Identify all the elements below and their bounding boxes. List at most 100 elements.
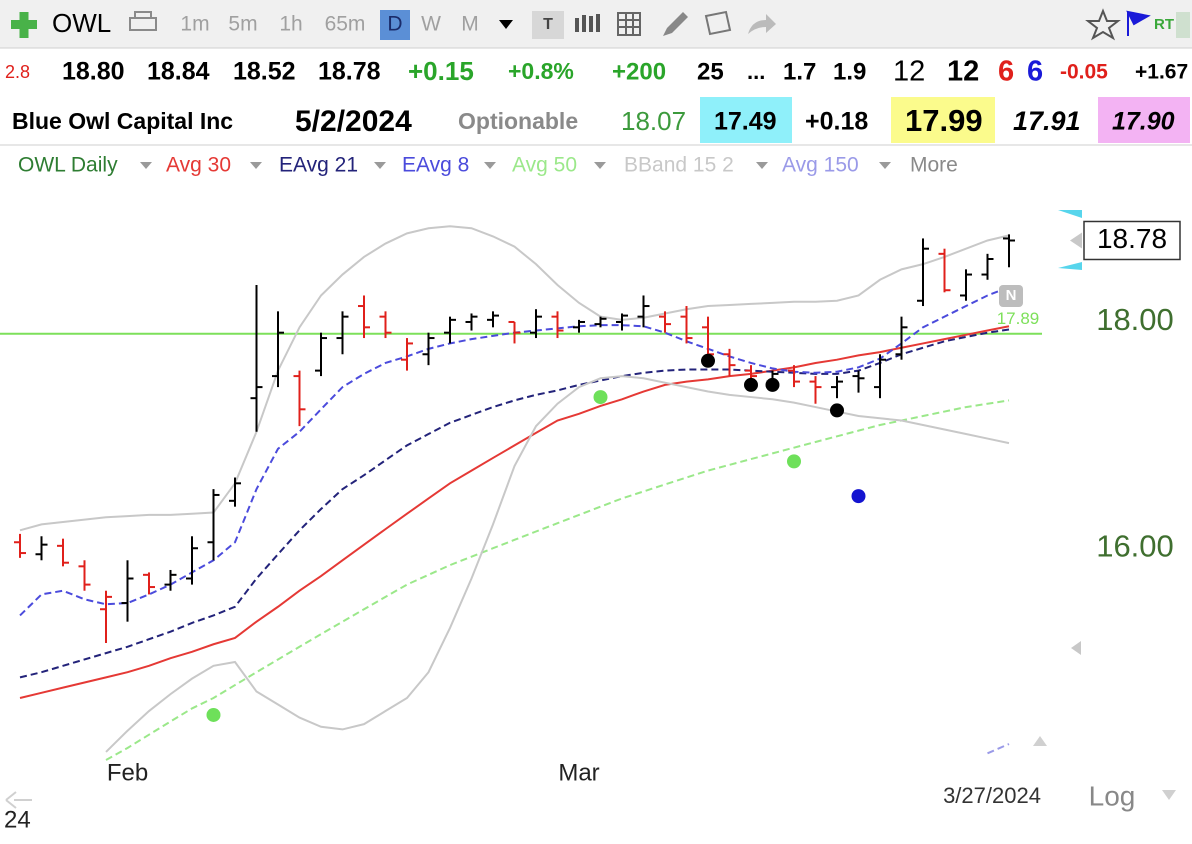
- alert-label: 17.89: [997, 309, 1040, 328]
- text-tool-icon[interactable]: T: [532, 11, 564, 39]
- rt-label[interactable]: RT: [1154, 16, 1174, 33]
- legend-arrow[interactable]: [594, 162, 606, 169]
- quote-value: +0.8%: [508, 58, 574, 84]
- add-icon[interactable]: [11, 12, 37, 38]
- indicator-line: [105, 399, 1010, 761]
- timeframe[interactable]: 1h: [279, 13, 302, 36]
- legend-arrow[interactable]: [250, 162, 262, 169]
- signal-dot: [593, 390, 608, 405]
- timeframe[interactable]: M: [461, 13, 479, 36]
- quote-value: 1.7: [783, 58, 816, 85]
- quote-value: 12: [947, 56, 979, 88]
- rt-badge: [1176, 12, 1190, 38]
- price-axis: 18.00 16.00 18.78: [1070, 220, 1181, 563]
- quote-value: 18.84: [147, 58, 210, 86]
- timeframes: 1m 5m 1h 65m D W M: [180, 10, 479, 40]
- indicator-line: [19, 225, 1010, 532]
- legend-arrow[interactable]: [879, 162, 891, 169]
- dropdown-arrow[interactable]: [499, 20, 513, 29]
- flag-icon[interactable]: [1126, 10, 1151, 36]
- signal-dot: [744, 377, 758, 392]
- legend: OWL Daily Avg 30 EAvg 21 EAvg 8 Avg 50 BBand …: [18, 154, 958, 177]
- quote-value: 1.9: [833, 58, 866, 85]
- star-icon[interactable]: [1085, 8, 1121, 41]
- axis-marker: [1058, 262, 1082, 270]
- date-label: 3/27/2024: [943, 783, 1041, 808]
- symbol[interactable]: OWL: [52, 8, 111, 38]
- signal-dot: [851, 489, 866, 504]
- legend-entry[interactable]: BBand 15 2: [624, 154, 734, 177]
- info-value: 17.49: [714, 108, 777, 136]
- legend-arrow[interactable]: [484, 162, 496, 169]
- legend-entry[interactable]: EAvg 21: [279, 154, 358, 177]
- scale-toggle[interactable]: Log: [1089, 780, 1136, 811]
- info-value: 5/2/2024: [295, 105, 412, 138]
- last-price-pointer: [1070, 232, 1082, 249]
- quote-rows: 2.8 18.80 18.84 18.52 18.78 +0.15 +0.8% +200 25.…: [5, 56, 1190, 143]
- pencil-icon[interactable]: [663, 12, 688, 36]
- legend-entry[interactable]: EAvg 8: [402, 154, 469, 177]
- legend-entry[interactable]: Avg 30: [166, 154, 231, 177]
- timeframe[interactable]: D: [387, 13, 402, 36]
- quote-value: 12: [893, 56, 925, 88]
- y-tick-label: 16.00: [1096, 528, 1174, 563]
- timeframe[interactable]: W: [421, 13, 441, 36]
- signal-dot: [787, 454, 801, 469]
- scroll-marker[interactable]: [1162, 790, 1176, 800]
- quote-value: 6: [998, 56, 1014, 88]
- legend-entry[interactable]: Avg 150: [782, 154, 859, 177]
- info-value: 17.90: [1112, 108, 1175, 136]
- x-tick-label: Mar: [558, 759, 599, 786]
- timeframe[interactable]: 65m: [325, 13, 366, 36]
- legend-title[interactable]: OWL Daily: [18, 154, 118, 177]
- quote-value: +200: [612, 58, 666, 85]
- quote-value: +1.67: [1135, 61, 1188, 84]
- timeframe[interactable]: 5m: [228, 13, 257, 36]
- legend-entry[interactable]: Avg 50: [512, 154, 577, 177]
- year-label: 24: [4, 806, 31, 833]
- signal-dot: [830, 403, 844, 418]
- info-value: +0.18: [805, 108, 868, 136]
- quote-value: 6: [1027, 56, 1043, 88]
- x-tick-label: Feb: [107, 759, 148, 786]
- grid-icon[interactable]: [617, 12, 641, 36]
- scroll-left[interactable]: [5, 791, 32, 809]
- timeframe[interactable]: 1m: [180, 13, 209, 36]
- quote-value: 18.78: [318, 58, 381, 86]
- bars-icon[interactable]: [575, 14, 600, 32]
- legend-more[interactable]: More: [910, 154, 958, 177]
- share-icon[interactable]: [748, 14, 776, 34]
- legend-arrow[interactable]: [140, 162, 152, 169]
- quote-value: 25: [697, 58, 724, 85]
- notes-icon[interactable]: [704, 10, 732, 36]
- price-box: [1098, 97, 1190, 143]
- news-badge[interactable]: [999, 285, 1023, 307]
- indicator-line: [105, 375, 1010, 753]
- axis-marker: [1058, 210, 1082, 218]
- scroll-marker[interactable]: [1033, 736, 1047, 746]
- last-price-box: [1083, 220, 1181, 261]
- indicator-line: [19, 328, 1010, 679]
- price-box: [891, 97, 995, 143]
- legend-arrow[interactable]: [756, 162, 768, 169]
- signal-dot: [206, 707, 221, 722]
- indicator-line: [19, 325, 1010, 699]
- y-tick-label: 18.00: [1096, 302, 1174, 337]
- signal-dot: [765, 377, 780, 392]
- quote-value: 2.8: [5, 62, 30, 82]
- legend-arrow[interactable]: [374, 162, 386, 169]
- info-value: 17.99: [905, 103, 983, 138]
- info-value: 18.07: [621, 106, 686, 136]
- scroll-marker[interactable]: [1071, 641, 1081, 655]
- info-value: Optionable: [458, 108, 578, 134]
- print-icon[interactable]: [129, 11, 157, 31]
- news-badge-label[interactable]: N: [1006, 287, 1017, 304]
- quote-value: 18.80: [62, 58, 125, 86]
- quote-value: -0.05: [1060, 61, 1108, 84]
- plot-area: [0, 225, 1042, 761]
- timeframe-active[interactable]: [380, 10, 410, 40]
- quote-value: ...: [747, 59, 765, 84]
